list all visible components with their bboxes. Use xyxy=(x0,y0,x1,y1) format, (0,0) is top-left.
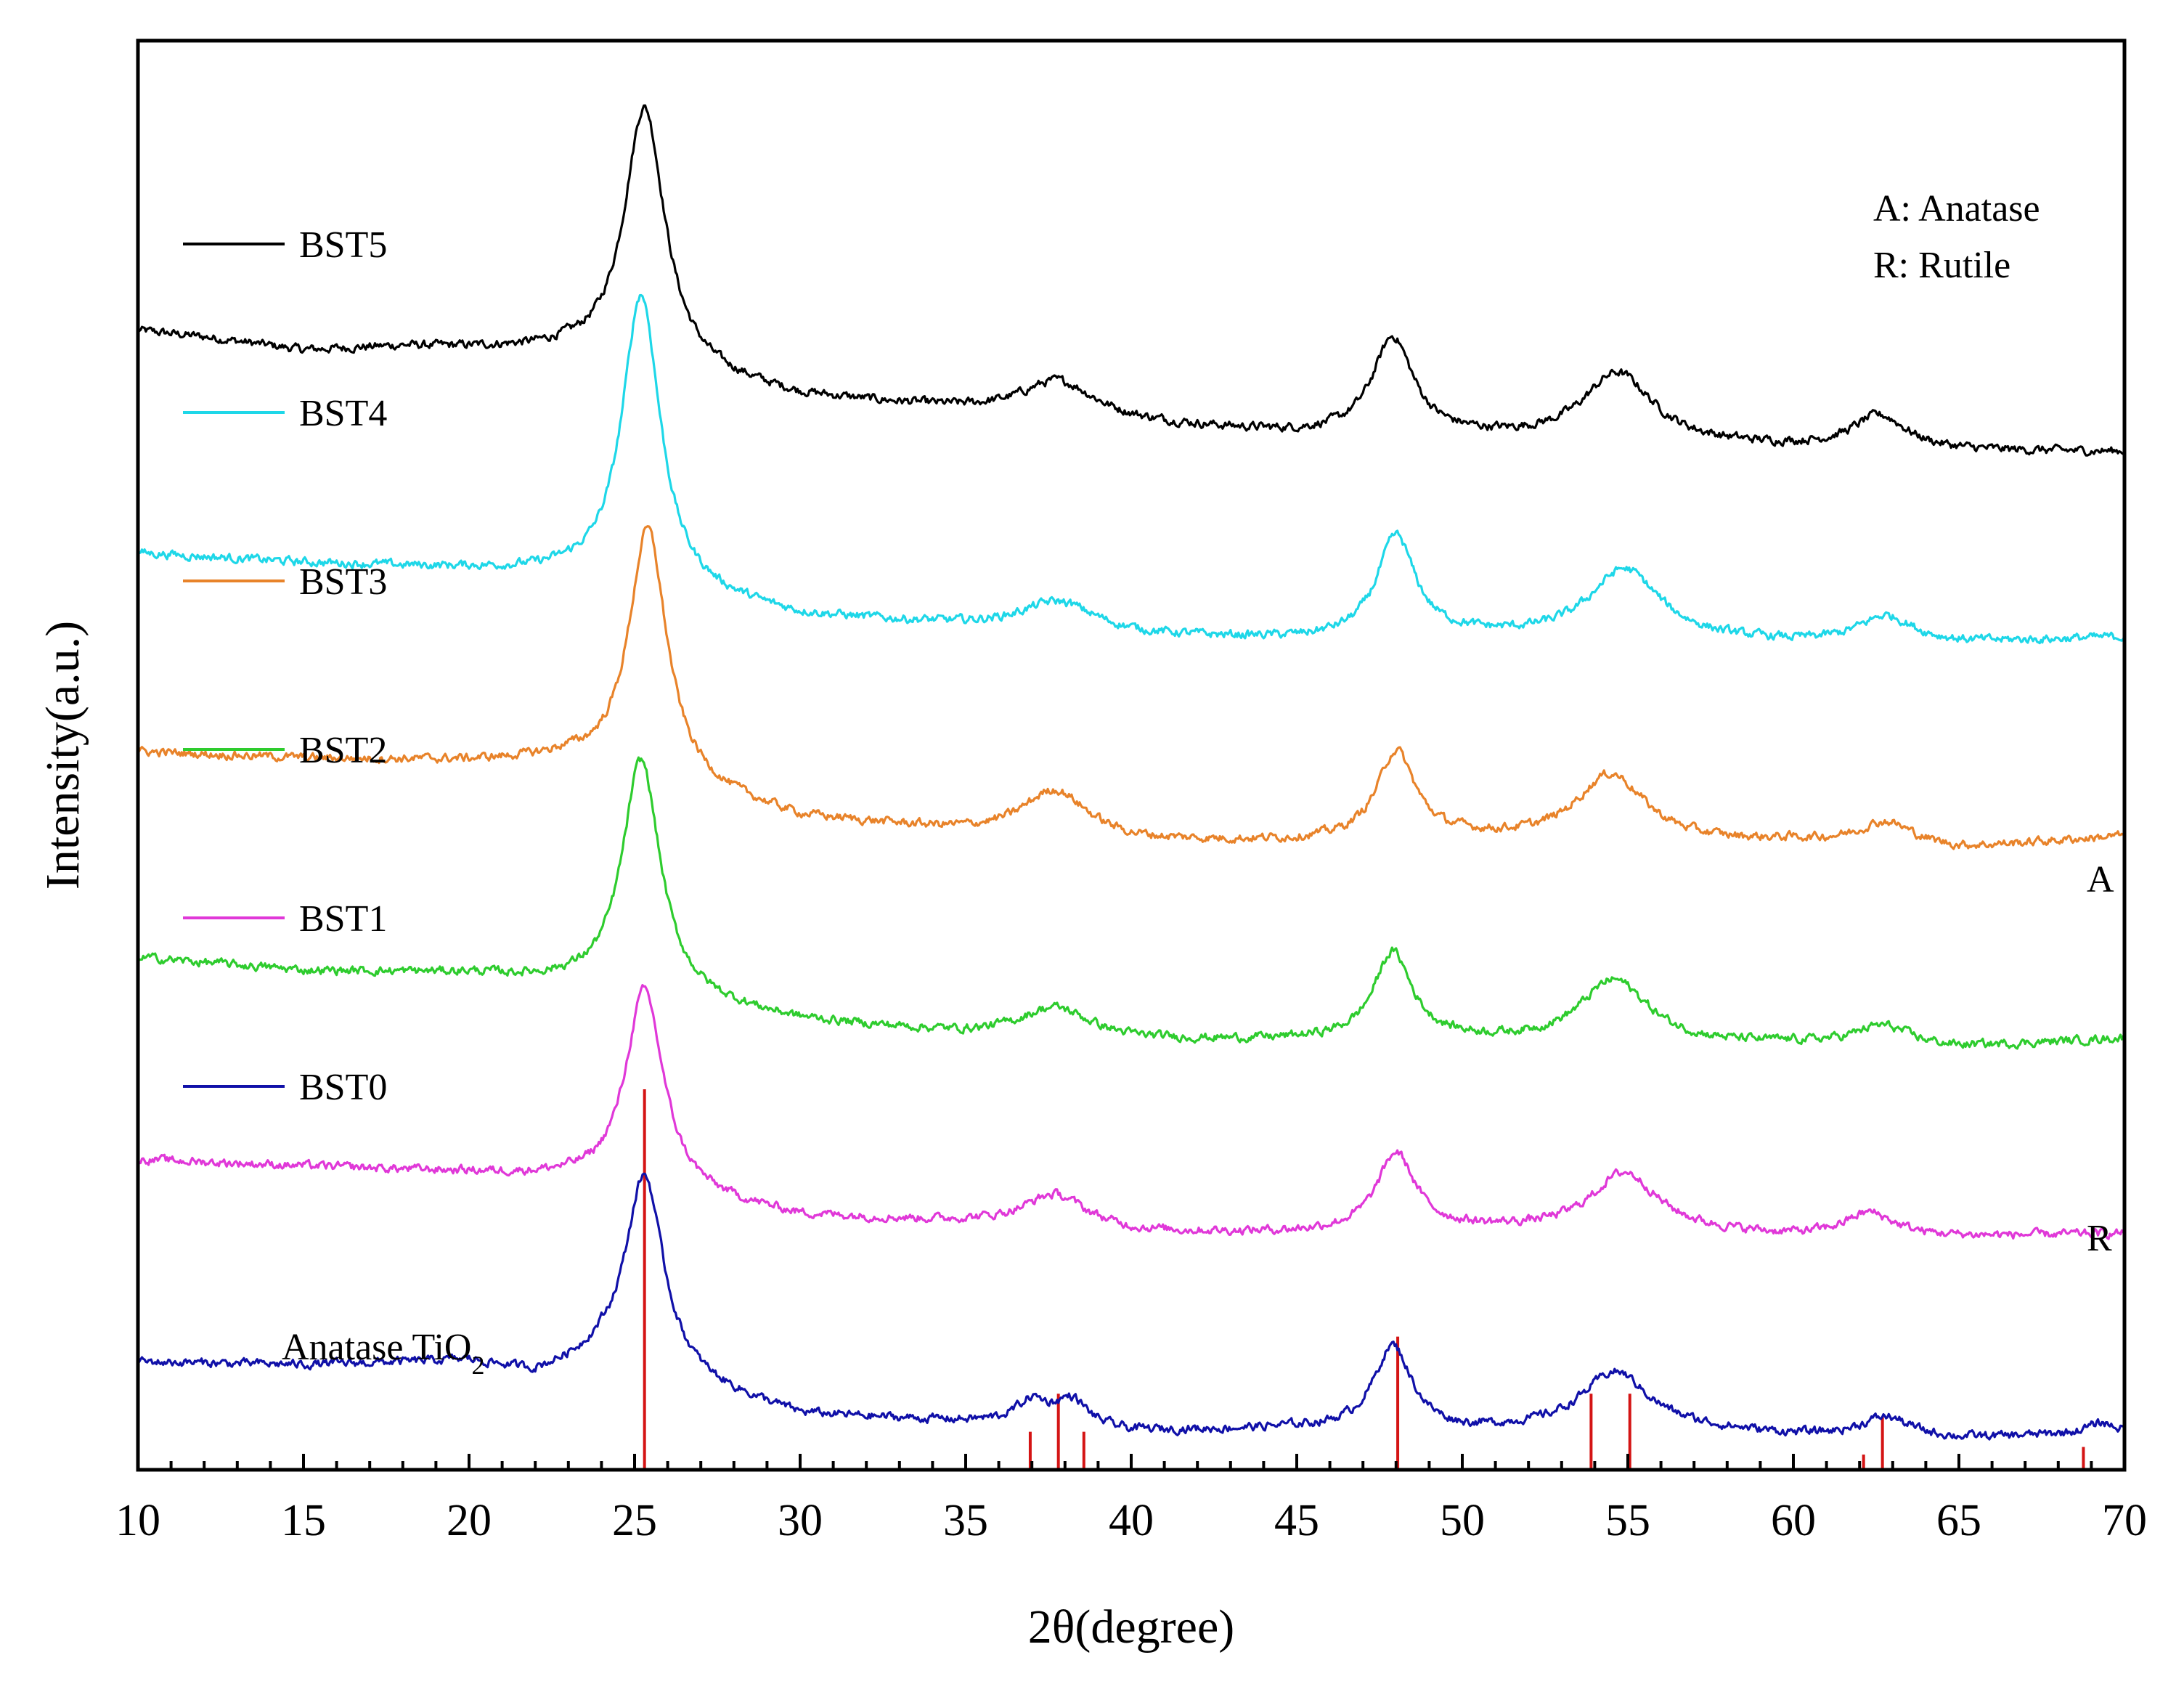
x-tick-label: 10 xyxy=(115,1496,160,1545)
x-tick-label: 70 xyxy=(2102,1496,2147,1545)
legend-label-bst4: BST4 xyxy=(299,393,387,434)
x-tick-label: 30 xyxy=(778,1496,823,1545)
plot-area xyxy=(136,104,2126,1470)
reference-pattern xyxy=(643,1089,2085,1470)
phase-key-anatase: A: Anatase xyxy=(1873,188,2040,229)
series-line-bst0 xyxy=(136,1172,2126,1441)
reference-label-subscript: 2 xyxy=(471,1351,484,1380)
series-line-bst1 xyxy=(137,984,2126,1240)
x-tick-label: 60 xyxy=(1771,1496,1816,1545)
y-axis-title: Intensity(a.u.) xyxy=(36,621,89,890)
reference-label-main: Anatase TiO xyxy=(282,1327,471,1368)
legend: BST5 BST4 BST3 BST2 BST1 BST0 xyxy=(183,224,387,1108)
series-line-bst4 xyxy=(136,293,2125,645)
x-tick-label: 50 xyxy=(1440,1496,1485,1545)
x-tick-label: 45 xyxy=(1274,1496,1319,1545)
peak-label-A: A xyxy=(2087,859,2114,900)
legend-label-bst1: BST1 xyxy=(299,898,387,940)
x-tick-label: 55 xyxy=(1605,1496,1650,1545)
x-tick-label: 15 xyxy=(281,1496,326,1545)
phase-key-rutile: R: Rutile xyxy=(1873,245,2010,286)
series-group xyxy=(136,104,2126,1441)
x-axis-title: 2θ(degree) xyxy=(1028,1601,1234,1654)
series-line-bst3 xyxy=(136,525,2126,850)
x-tick-label: 25 xyxy=(612,1496,657,1545)
peak-label-R: R xyxy=(2087,1218,2112,1259)
plot-frame xyxy=(136,38,2127,1472)
x-axis: 10 15 20 25 30 35 40 45 50 55 60 65 70 xyxy=(115,1454,2147,1545)
legend-label-bst3: BST3 xyxy=(299,561,387,603)
legend-label-bst2: BST2 xyxy=(299,730,387,771)
reference-pattern-label: Anatase TiO2 xyxy=(282,1327,484,1380)
x-tick-label: 20 xyxy=(447,1496,492,1545)
series-line-bst5 xyxy=(136,104,2125,457)
x-tick-label: 35 xyxy=(943,1496,988,1545)
series-line-bst2 xyxy=(136,756,2125,1050)
legend-label-bst0: BST0 xyxy=(299,1067,387,1108)
x-tick-label: 65 xyxy=(1936,1496,1981,1545)
x-tick-label: 40 xyxy=(1109,1496,1154,1545)
legend-label-bst5: BST5 xyxy=(299,224,387,266)
